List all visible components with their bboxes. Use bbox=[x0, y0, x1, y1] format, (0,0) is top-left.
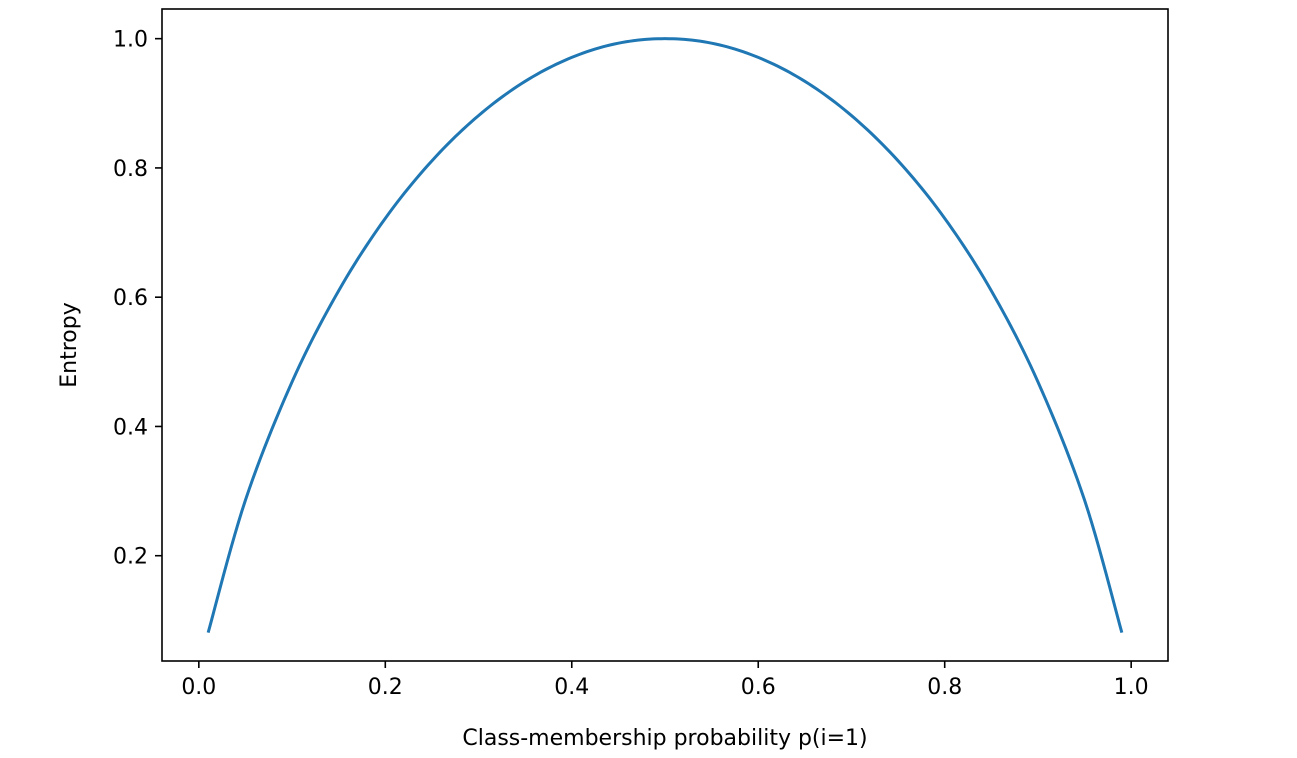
x-tick-label: 0.0 bbox=[181, 675, 216, 700]
x-tick-label: 0.2 bbox=[368, 675, 403, 700]
y-tick-label: 0.2 bbox=[113, 545, 148, 570]
y-tick-label: 0.8 bbox=[113, 157, 148, 182]
x-tick-label: 1.0 bbox=[1114, 675, 1149, 700]
x-axis-label: Class-membership probability p(i=1) bbox=[462, 726, 867, 751]
y-tick-label: 0.6 bbox=[113, 286, 148, 311]
entropy-line bbox=[206, 37, 1124, 634]
x-tick-label: 0.6 bbox=[741, 675, 776, 700]
x-axis-ticks: 0.0 0.2 0.4 0.6 0.8 1.0 bbox=[181, 661, 1149, 700]
y-tick-label: 0.4 bbox=[113, 415, 148, 440]
x-tick-label: 0.4 bbox=[554, 675, 589, 700]
series-layer bbox=[206, 37, 1124, 634]
y-tick-label: 1.0 bbox=[113, 28, 148, 53]
x-tick-label: 0.8 bbox=[927, 675, 962, 700]
plot-frame bbox=[161, 8, 1169, 662]
y-axis-ticks: 0.2 0.4 0.6 0.8 1.0 bbox=[113, 28, 162, 570]
y-axis-label: Entropy bbox=[57, 302, 82, 387]
